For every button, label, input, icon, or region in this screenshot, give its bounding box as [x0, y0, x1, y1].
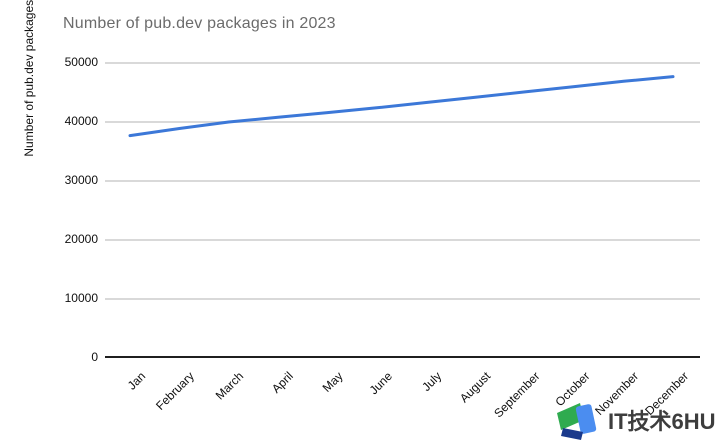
x-tick-label: June	[366, 369, 395, 398]
y-tick-label: 30000	[64, 173, 98, 187]
x-tick-label: May	[319, 369, 346, 395]
y-tick-label: 10000	[64, 291, 98, 305]
series-line	[128, 75, 675, 138]
series-svg	[128, 75, 675, 138]
y-tick-label: 0	[91, 350, 98, 364]
watermark: IT技术6HU	[556, 398, 720, 442]
x-tick-label: April	[269, 369, 296, 396]
x-tick-label: March	[213, 369, 247, 403]
x-tick-label: September	[491, 369, 543, 421]
y-tick-label: 40000	[64, 114, 98, 128]
gridline	[105, 121, 700, 123]
gridline	[105, 298, 700, 300]
x-tick-label: August	[457, 369, 494, 406]
watermark-text: IT技术6HU	[608, 409, 716, 434]
chart-title: Number of pub.dev packages in 2023	[63, 15, 336, 32]
x-tick-label: February	[153, 369, 198, 413]
gridline	[105, 62, 700, 64]
plot-area	[105, 62, 700, 358]
gridline	[105, 180, 700, 182]
gridline	[105, 239, 700, 241]
y-tick-label: 50000	[64, 55, 98, 69]
x-axis-line	[105, 356, 700, 358]
y-tick-label: 20000	[64, 232, 98, 246]
watermark-book-icon	[557, 403, 597, 440]
x-tick-label: July	[419, 369, 445, 394]
x-tick-label: Jan	[124, 369, 148, 393]
y-axis-title: Number of pub.dev packages	[22, 0, 36, 157]
